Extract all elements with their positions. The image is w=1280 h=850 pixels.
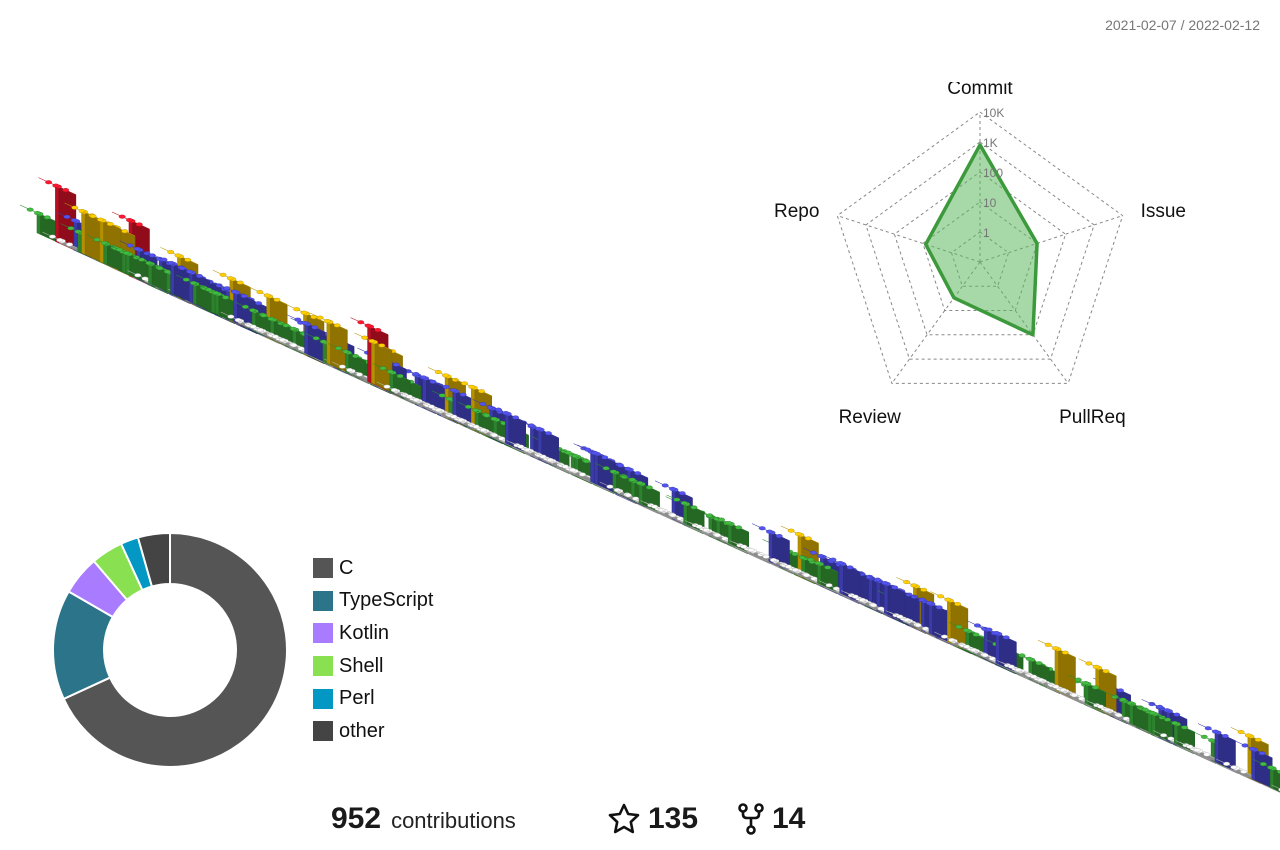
calendar-cell xyxy=(1253,759,1280,792)
calendar-cell xyxy=(332,361,370,383)
legend-label: Perl xyxy=(339,687,375,710)
calendar-cell xyxy=(1216,759,1255,780)
legend-label: TypeScript xyxy=(339,589,434,612)
legend-item-c: C xyxy=(313,552,433,585)
calendar-cell xyxy=(1179,741,1218,763)
forks-summary: 14 xyxy=(738,802,805,836)
stars-count: 135 xyxy=(648,802,699,835)
legend-swatch xyxy=(313,558,333,579)
radar-axis-label: Issue xyxy=(1141,201,1186,222)
legend-item-other: other xyxy=(313,715,433,748)
calendar-cell xyxy=(800,554,839,593)
pie-slice-other xyxy=(136,531,171,588)
period-label: 2021-02-07 / 2022-02-12 xyxy=(1105,17,1260,33)
language-legend: C TypeScript Kotlin Shell Perl other xyxy=(313,552,433,748)
calendar-cell xyxy=(978,624,1017,673)
calendar-cell xyxy=(1037,640,1076,700)
contributions-summary: 952 contributions xyxy=(331,802,516,836)
legend-label: C xyxy=(339,556,354,579)
calendar-bricks xyxy=(19,177,1280,793)
legend-item-perl: Perl xyxy=(313,682,433,715)
radar-tick-label: 1K xyxy=(983,136,998,150)
radar-axis-label: PullReq xyxy=(1059,407,1126,428)
pie-slice-c xyxy=(62,531,288,768)
radar-tick-label: 1 xyxy=(983,226,990,240)
radar-axis-label: Review xyxy=(839,407,902,428)
calendar-cell xyxy=(287,314,326,363)
radar-tick-label: 10K xyxy=(983,106,1004,120)
calendar-cell xyxy=(911,594,950,643)
legend-item-kotlin: Kotlin xyxy=(313,617,433,650)
legend-swatch xyxy=(313,721,333,742)
radar-axis-label: Commit xyxy=(947,82,1013,99)
legend-label: Kotlin xyxy=(339,621,390,644)
forks-count: 14 xyxy=(772,802,806,835)
contributions-label: contributions xyxy=(391,808,516,833)
legend-swatch xyxy=(313,688,333,709)
fork-icon xyxy=(738,803,764,835)
radar-tick-label: 100 xyxy=(983,166,1003,180)
radar-tick-label: 10 xyxy=(983,196,997,210)
stars-summary: 135 xyxy=(608,802,698,836)
summary-footer: 952 contributions 135 14 xyxy=(0,798,1280,842)
legend-swatch xyxy=(313,623,333,644)
star-icon xyxy=(608,803,640,834)
language-pie-chart xyxy=(52,531,288,768)
calendar-cell xyxy=(555,461,593,483)
legend-item-shell: Shell xyxy=(313,650,433,683)
calendar-cell xyxy=(577,444,616,493)
contributions-count: 952 xyxy=(331,802,382,835)
calendar-cell xyxy=(1234,740,1273,789)
activity-radar-chart: 1 10 100 1K 10K Commit Issue PullReq Review Repo xyxy=(774,82,1186,428)
legend-label: other xyxy=(339,719,385,742)
radar-data-polygon xyxy=(923,143,1039,337)
legend-swatch xyxy=(313,656,333,677)
legend-label: Shell xyxy=(339,654,384,677)
radar-axis-label: Repo xyxy=(774,201,819,222)
legend-item-typescript: TypeScript xyxy=(313,585,433,618)
legend-swatch xyxy=(313,590,333,611)
